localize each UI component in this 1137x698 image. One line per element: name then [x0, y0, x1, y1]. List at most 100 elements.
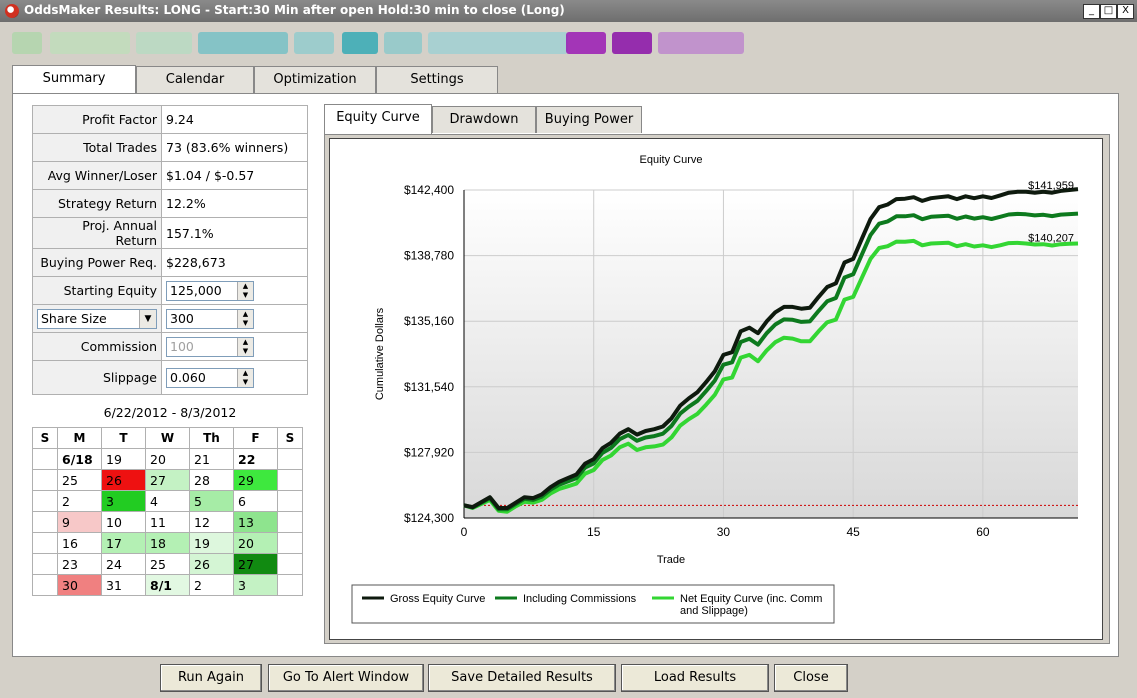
calendar-day-cell[interactable]: 18 [145, 532, 190, 554]
series-line [463, 238, 1079, 514]
tab-calendar[interactable]: Calendar [136, 66, 254, 93]
calendar-day-cell[interactable] [32, 469, 58, 491]
calendar-day-cell[interactable]: 22 [233, 448, 278, 470]
calendar-day-cell[interactable]: 6 [233, 490, 278, 512]
tab-drawdown[interactable]: Drawdown [432, 106, 536, 133]
tab-equity-curve[interactable]: Equity Curve [324, 104, 432, 135]
calendar-day-cell[interactable] [277, 553, 303, 575]
calendar-day-cell[interactable] [32, 448, 58, 470]
calendar-day-cell[interactable]: 27 [145, 469, 190, 491]
dollar-icon[interactable] [342, 32, 378, 54]
calendar-day-cell[interactable]: 28 [189, 469, 234, 491]
share-size-label: Share Size [41, 310, 107, 326]
calendar-day-cell[interactable]: 11 [145, 511, 190, 533]
calendar-day-cell[interactable]: 21 [189, 448, 234, 470]
spinner-arrows-icon[interactable]: ▲ ▼ [237, 281, 253, 300]
summary-stats-table: Profit Factor 9.24 Total Trades 73 (83.6% … [32, 105, 308, 395]
toolbar-button[interactable] [384, 32, 422, 54]
calendar-day-cell[interactable] [277, 448, 303, 470]
calendar-day-cell[interactable]: 2 [57, 490, 102, 512]
calendar-day-header: F [233, 427, 278, 449]
calendar-day-cell[interactable]: 31 [101, 574, 146, 596]
stat-row: Slippage 0.060 ▲ ▼ [32, 360, 308, 395]
toolbar-button[interactable] [198, 32, 288, 54]
y-tick-label: $124,300 [404, 511, 454, 525]
calendar-day-cell[interactable]: 29 [233, 469, 278, 491]
calendar-day-cell[interactable]: 3 [233, 574, 278, 596]
calendar-day-cell[interactable] [277, 469, 303, 491]
x-axis-label: Trade [657, 554, 685, 566]
spinner-arrows-icon[interactable]: ▲ ▼ [237, 368, 253, 387]
run-again-button[interactable]: Run Again [160, 664, 262, 692]
toolbar-button[interactable] [294, 32, 334, 54]
calendar-day-cell[interactable]: 12 [189, 511, 234, 533]
calendar-day-cell[interactable]: 19 [189, 532, 234, 554]
starting-equity-input[interactable]: 125,000 ▲ ▼ [166, 280, 254, 301]
calendar-day-cell[interactable]: 27 [233, 553, 278, 575]
tab-summary[interactable]: Summary [12, 65, 136, 95]
calendar-day-cell[interactable]: 23 [57, 553, 102, 575]
toolbar-button[interactable] [50, 32, 130, 54]
calendar-day-cell[interactable] [32, 553, 58, 575]
calendar-day-cell[interactable] [277, 532, 303, 554]
toolbar-button[interactable] [428, 32, 568, 54]
spinner-arrows-icon[interactable]: ▲ ▼ [237, 309, 253, 328]
calendar-day-cell[interactable] [32, 574, 58, 596]
calendar-day-cell[interactable]: 17 [101, 532, 146, 554]
calendar-day-cell[interactable]: 26 [101, 469, 146, 491]
calendar-day-cell[interactable]: 5 [189, 490, 234, 512]
chevron-down-icon[interactable]: ▼ [139, 309, 156, 328]
close-button[interactable]: Close [774, 664, 848, 692]
calendar-day-cell[interactable]: 19 [101, 448, 146, 470]
calendar-day-cell[interactable]: 25 [145, 553, 190, 575]
load-results-button[interactable]: Load Results [621, 664, 769, 692]
calendar-week-row: 25 26 27 28 29 [32, 469, 303, 491]
spinner-arrows-icon[interactable]: ▲ ▼ [237, 337, 253, 356]
avg-winner-loser-value: $1.04 / $-0.57 [161, 161, 308, 190]
toolbar-button[interactable] [658, 32, 744, 54]
calendar-day-cell[interactable]: 6/18 [57, 448, 102, 470]
tab-buying-power[interactable]: Buying Power [536, 106, 642, 133]
calendar-day-cell[interactable]: 13 [233, 511, 278, 533]
close-window-button[interactable]: X [1117, 4, 1134, 19]
go-to-alert-window-button[interactable]: Go To Alert Window [268, 664, 424, 692]
minimize-button[interactable]: _ [1083, 4, 1100, 19]
slippage-input[interactable]: 0.060 ▲ ▼ [166, 367, 254, 388]
calendar-day-cell[interactable]: 16 [57, 532, 102, 554]
chart-tabs: Equity Curve Drawdown Buying Power [324, 104, 1108, 135]
share-size-input[interactable]: 300 ▲ ▼ [166, 308, 254, 329]
calendar-day-cell[interactable] [32, 532, 58, 554]
dollar-icon[interactable] [612, 32, 652, 54]
maximize-button[interactable]: □ [1100, 4, 1117, 19]
calendar-day-cell[interactable]: 26 [189, 553, 234, 575]
calendar-day-cell[interactable]: 4 [145, 490, 190, 512]
calendar-day-cell[interactable]: 2 [189, 574, 234, 596]
tab-settings[interactable]: Settings [376, 66, 498, 93]
commission-input[interactable]: 100 ▲ ▼ [166, 336, 254, 357]
calendar-day-cell[interactable]: 9 [57, 511, 102, 533]
calendar-day-cell[interactable]: 3 [101, 490, 146, 512]
commission-value: 100 [170, 338, 194, 354]
calendar-day-cell[interactable]: 25 [57, 469, 102, 491]
list-icon[interactable] [566, 32, 606, 54]
calendar-day-cell[interactable]: 24 [101, 553, 146, 575]
calendar-day-cell[interactable] [277, 574, 303, 596]
stat-row: Avg Winner/Loser $1.04 / $-0.57 [32, 161, 308, 190]
calendar-day-cell[interactable]: 20 [145, 448, 190, 470]
calendar-day-cell[interactable]: 30 [57, 574, 102, 596]
calendar-day-cell[interactable]: 20 [233, 532, 278, 554]
calendar-day-cell[interactable]: 10 [101, 511, 146, 533]
calendar-day-header: S [277, 427, 303, 449]
share-size-dropdown[interactable]: Share Size ▼ [37, 308, 157, 329]
toolbar-button[interactable] [12, 32, 42, 54]
tab-optimization[interactable]: Optimization [254, 66, 376, 93]
calendar-day-cell[interactable] [277, 490, 303, 512]
x-tick-label: 15 [587, 525, 601, 539]
calendar-day-cell[interactable] [277, 511, 303, 533]
save-detailed-results-button[interactable]: Save Detailed Results [428, 664, 616, 692]
calendar-day-cell[interactable] [32, 490, 58, 512]
calendar-day-cell[interactable]: 8/1 [145, 574, 190, 596]
calendar-day-cell[interactable] [32, 511, 58, 533]
toolbar-button[interactable] [136, 32, 192, 54]
y-axis-label: Cumulative Dollars [374, 307, 386, 400]
